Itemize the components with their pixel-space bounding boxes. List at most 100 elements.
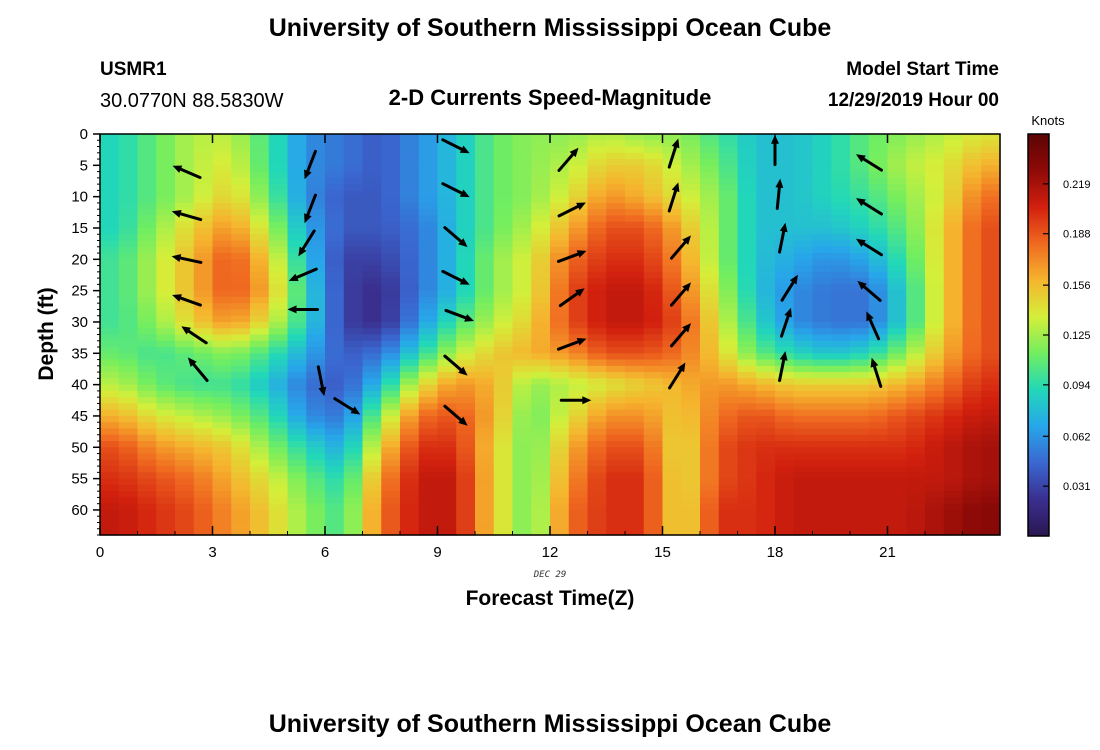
heatmap-cell	[568, 347, 589, 354]
heatmap-cell	[325, 528, 345, 536]
heatmap-cell	[475, 240, 495, 248]
heatmap-cell	[456, 134, 476, 141]
heatmap-cell	[456, 422, 476, 430]
heatmap-cell	[531, 447, 551, 455]
heatmap-cell	[437, 265, 457, 273]
heatmap-cell	[943, 503, 964, 511]
heatmap-cell	[831, 491, 851, 499]
heatmap-cell	[775, 384, 795, 392]
heatmap-cell	[868, 497, 889, 505]
heatmap-cell	[868, 303, 889, 311]
heatmap-cell	[512, 484, 532, 492]
heatmap-cell	[587, 159, 607, 166]
heatmap-cell	[400, 522, 420, 530]
heatmap-cell	[887, 278, 907, 285]
heatmap-cell	[287, 315, 307, 323]
heatmap-cell	[550, 478, 570, 486]
heatmap-cell	[531, 491, 551, 499]
heatmap-cell	[981, 315, 1001, 323]
heatmap-cell	[400, 509, 420, 517]
heatmap-cell	[812, 152, 832, 160]
heatmap-cell	[343, 309, 364, 317]
heatmap-cell	[381, 365, 401, 373]
heatmap-cell	[587, 397, 607, 405]
heatmap-cell	[418, 459, 439, 467]
heatmap-cell	[100, 397, 120, 405]
heatmap-cell	[681, 497, 701, 505]
heatmap-cell	[887, 528, 907, 536]
heatmap-cell	[250, 159, 270, 166]
heatmap-cell	[625, 390, 645, 398]
heatmap-cell	[193, 516, 214, 524]
heatmap-cell	[700, 365, 720, 373]
heatmap-cell	[681, 384, 701, 392]
colorbar-tick-label: 0.125	[1063, 330, 1091, 342]
heatmap-cell	[625, 240, 645, 248]
heatmap-cell	[756, 484, 776, 492]
heatmap-cell	[193, 397, 214, 405]
heatmap-cell	[662, 415, 682, 423]
heatmap-cell	[775, 365, 795, 373]
heatmap-cell	[756, 347, 776, 354]
heatmap-cell	[812, 315, 832, 323]
heatmap-cell	[437, 441, 457, 448]
heatmap-cell	[775, 497, 795, 505]
heatmap-cell	[156, 428, 176, 436]
heatmap-cell	[493, 278, 514, 285]
heatmap-cell	[643, 309, 664, 317]
heatmap-cell	[793, 134, 814, 141]
heatmap-cell	[268, 202, 289, 210]
heatmap-cell	[681, 202, 701, 210]
heatmap-cell	[568, 171, 589, 179]
heatmap-cell	[156, 365, 176, 373]
heatmap-cell	[175, 478, 195, 486]
heatmap-cell	[268, 453, 289, 461]
heatmap-cell	[400, 215, 420, 223]
heatmap-cell	[100, 459, 120, 467]
heatmap-cell	[981, 296, 1001, 304]
heatmap-cell	[981, 491, 1001, 499]
heatmap-cell	[550, 184, 570, 191]
heatmap-cell	[681, 422, 701, 430]
heatmap-cell	[962, 415, 982, 423]
heatmap-cell	[775, 334, 795, 342]
heatmap-cell	[231, 528, 251, 536]
heatmap-cell	[100, 359, 120, 367]
heatmap-cell	[231, 478, 251, 486]
heatmap-cell	[643, 159, 664, 166]
heatmap-cell	[456, 271, 476, 279]
heatmap-cell	[962, 359, 982, 367]
heatmap-cell	[625, 441, 645, 448]
heatmap-cell	[212, 177, 232, 185]
heatmap-cell	[400, 434, 420, 442]
heatmap-cell	[362, 152, 382, 160]
heatmap-cell	[212, 284, 232, 292]
heatmap-cell	[887, 459, 907, 467]
heatmap-cell	[193, 140, 214, 148]
heatmap-cell	[981, 196, 1001, 204]
heatmap-cell	[343, 315, 364, 323]
heatmap-cell	[943, 259, 964, 267]
heatmap-cell	[400, 491, 420, 499]
heatmap-cell	[156, 234, 176, 242]
heatmap-cell	[681, 265, 701, 273]
heatmap-cell	[756, 353, 776, 361]
heatmap-cell	[456, 472, 476, 480]
heatmap-cell	[737, 171, 757, 179]
heatmap-cell	[737, 159, 757, 166]
heatmap-cell	[775, 447, 795, 455]
heatmap-cell	[568, 234, 589, 242]
heatmap-cell	[343, 190, 364, 198]
heatmap-cell	[925, 428, 945, 436]
heatmap-cell	[925, 497, 945, 505]
heatmap-cell	[718, 315, 739, 323]
heatmap-cell	[568, 340, 589, 348]
heatmap-cell	[700, 202, 720, 210]
heatmap-cell	[587, 365, 607, 373]
heatmap-cell	[437, 491, 457, 499]
heatmap-cell	[193, 378, 214, 386]
heatmap-cell	[493, 215, 514, 223]
heatmap-cell	[175, 328, 195, 336]
heatmap-cell	[400, 303, 420, 311]
heatmap-cell	[887, 334, 907, 342]
